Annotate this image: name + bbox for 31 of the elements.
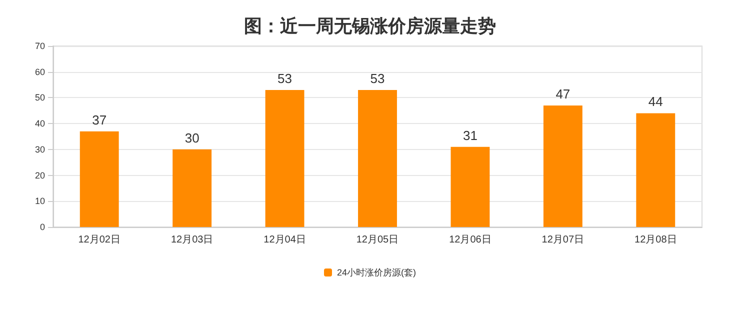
y-tick-label: 10: [34, 196, 45, 206]
y-tick-label: 40: [34, 118, 45, 129]
bar: [358, 90, 397, 227]
x-tick-label: 12月05日: [356, 234, 399, 246]
data-label: 44: [648, 94, 663, 110]
x-tick-label: 12月02日: [78, 234, 120, 246]
data-label: 31: [462, 128, 478, 143]
data-label: 37: [92, 112, 107, 128]
y-tick-label: 50: [34, 92, 45, 103]
y-tick-label: 0: [40, 222, 45, 232]
y-tick-label: 60: [34, 66, 45, 77]
bar: [265, 90, 304, 227]
chart-title: 图：近一周无锡涨价房源量走势: [244, 16, 496, 36]
bar: [543, 105, 582, 227]
data-label: 53: [370, 70, 385, 86]
x-tick-label: 12月04日: [264, 234, 306, 246]
x-tick-label: 12月07日: [542, 234, 584, 246]
bar: [172, 149, 212, 227]
data-label: 47: [556, 86, 570, 102]
data-label: 53: [278, 70, 292, 86]
y-tick-label: 20: [34, 170, 45, 180]
data-label: 30: [184, 130, 200, 146]
bar: [80, 131, 119, 227]
bar: [636, 113, 676, 227]
x-tick-label: 12月06日: [449, 234, 492, 246]
y-tick-label: 70: [34, 41, 45, 51]
legend-label: 24小时涨价房源(套): [337, 268, 416, 278]
bar: [450, 146, 490, 227]
x-tick-label: 12月08日: [634, 234, 677, 246]
y-tick-label: 30: [34, 144, 45, 154]
x-tick-label: 12月03日: [170, 234, 214, 246]
